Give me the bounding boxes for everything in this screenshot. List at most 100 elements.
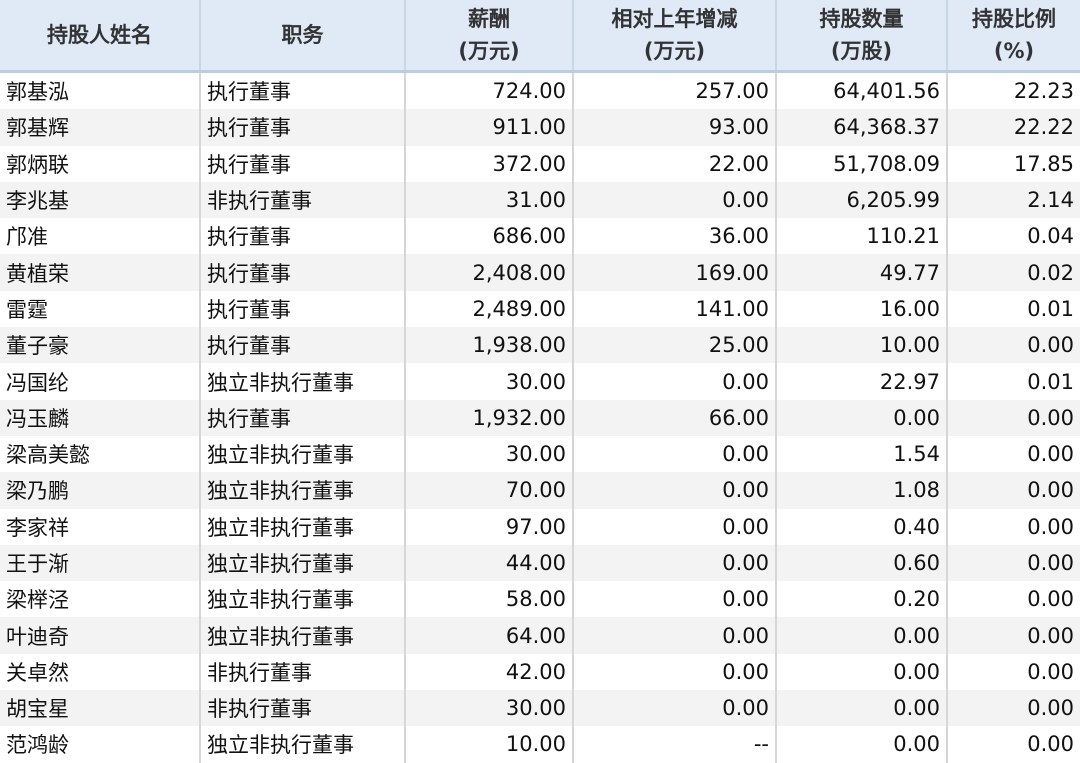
- cell-salary: 30.00: [405, 363, 574, 400]
- cell-salary: 42.00: [405, 653, 574, 691]
- cell-name: 黄植荣: [0, 254, 201, 291]
- cell-position: 执行董事: [200, 327, 406, 364]
- cell-share-ratio: 0.00: [947, 327, 1080, 364]
- cell-share-ratio: 0.00: [947, 435, 1080, 473]
- cell-share-ratio: 0.04: [947, 218, 1080, 255]
- cell-shares: 110.21: [776, 218, 948, 255]
- table-row: 冯玉麟 执行董事 1,932.00 66.00 0.00 0.00: [0, 399, 1080, 436]
- table-row: 王于渐 独立非执行董事 44.00 0.00 0.60 0.00: [0, 544, 1080, 582]
- table-row: 梁榉泾 独立非执行董事 58.00 0.00 0.20 0.00: [0, 581, 1080, 618]
- cell-salary-change: --: [573, 726, 777, 763]
- cell-position: 非执行董事: [200, 690, 406, 727]
- cell-shares: 0.00: [776, 653, 948, 691]
- cell-shares: 22.97: [776, 363, 948, 400]
- cell-salary-change: 0.00: [573, 581, 777, 618]
- header-label: 薪酬: [468, 7, 510, 31]
- cell-name: 李兆基: [0, 181, 201, 219]
- cell-salary: 30.00: [405, 690, 574, 727]
- table-body: 郭基泓 执行董事 724.00 257.00 64,401.56 22.23 郭基辉 执行董事…: [0, 71, 1080, 763]
- table-row: 邝准 执行董事 686.00 36.00 110.21 0.04: [0, 218, 1080, 255]
- header-label: 持股人姓名: [47, 23, 152, 47]
- cell-share-ratio: 22.23: [947, 71, 1080, 110]
- cell-position: 执行董事: [200, 399, 406, 436]
- cell-share-ratio: 22.22: [947, 109, 1080, 146]
- cell-salary-change: 0.00: [573, 181, 777, 219]
- cell-name: 梁榉泾: [0, 581, 201, 618]
- cell-salary-change: 0.00: [573, 472, 777, 509]
- table-row: 叶迪奇 独立非执行董事 64.00 0.00 0.00 0.00: [0, 617, 1080, 654]
- cell-position: 独立非执行董事: [200, 508, 406, 545]
- cell-position: 执行董事: [200, 218, 406, 255]
- cell-share-ratio: 0.01: [947, 290, 1080, 328]
- header-share-ratio: 持股比例 (%): [947, 0, 1080, 73]
- header-position: 职务: [200, 0, 406, 73]
- cell-salary: 2,408.00: [405, 254, 574, 291]
- cell-salary: 911.00: [405, 109, 574, 146]
- cell-share-ratio: 0.01: [947, 363, 1080, 400]
- table-row: 梁乃鹏 独立非执行董事 70.00 0.00 1.08 0.00: [0, 472, 1080, 509]
- cell-shares: 10.00: [776, 327, 948, 364]
- cell-salary: 1,938.00: [405, 327, 574, 364]
- cell-name: 邝准: [0, 218, 201, 255]
- header-name: 持股人姓名: [0, 0, 201, 73]
- cell-position: 非执行董事: [200, 653, 406, 691]
- cell-shares: 0.20: [776, 581, 948, 618]
- cell-salary: 31.00: [405, 181, 574, 219]
- cell-shares: 1.08: [776, 472, 948, 509]
- cell-salary-change: 169.00: [573, 254, 777, 291]
- cell-shares: 16.00: [776, 290, 948, 328]
- cell-name: 李家祥: [0, 508, 201, 545]
- header-shares: 持股数量 (万股): [776, 0, 948, 73]
- cell-shares: 64,401.56: [776, 71, 948, 110]
- cell-position: 执行董事: [200, 290, 406, 328]
- cell-position: 执行董事: [200, 254, 406, 291]
- cell-share-ratio: 0.00: [947, 581, 1080, 618]
- cell-salary-change: 0.00: [573, 617, 777, 654]
- cell-share-ratio: 2.14: [947, 181, 1080, 219]
- cell-name: 郭炳联: [0, 145, 201, 182]
- cell-name: 郭基辉: [0, 109, 201, 146]
- cell-salary: 97.00: [405, 508, 574, 545]
- table-row: 关卓然 非执行董事 42.00 0.00 0.00 0.00: [0, 653, 1080, 691]
- table-row: 董子豪 执行董事 1,938.00 25.00 10.00 0.00: [0, 327, 1080, 364]
- cell-salary: 70.00: [405, 472, 574, 509]
- cell-share-ratio: 0.00: [947, 544, 1080, 582]
- cell-position: 独立非执行董事: [200, 617, 406, 654]
- cell-position: 执行董事: [200, 109, 406, 146]
- cell-salary-change: 0.00: [573, 508, 777, 545]
- cell-salary-change: 0.00: [573, 363, 777, 400]
- cell-position: 独立非执行董事: [200, 544, 406, 582]
- header-unit: (万股): [830, 39, 893, 63]
- table-row: 胡宝星 非执行董事 30.00 0.00 0.00 0.00: [0, 690, 1080, 727]
- cell-position: 独立非执行董事: [200, 363, 406, 400]
- cell-salary-change: 25.00: [573, 327, 777, 364]
- cell-salary: 2,489.00: [405, 290, 574, 328]
- cell-share-ratio: 0.00: [947, 653, 1080, 691]
- table-row: 郭基辉 执行董事 911.00 93.00 64,368.37 22.22: [0, 109, 1080, 146]
- header-unit: (万元): [643, 39, 706, 63]
- cell-salary-change: 36.00: [573, 218, 777, 255]
- cell-position: 执行董事: [200, 71, 406, 110]
- header-label: 职务: [281, 23, 324, 47]
- cell-salary-change: 66.00: [573, 399, 777, 436]
- cell-name: 胡宝星: [0, 690, 201, 727]
- cell-name: 王于渐: [0, 544, 201, 582]
- header-row: 持股人姓名 职务 薪酬 (万元) 相对上年增减 (万元) 持股数量 (万股) 持股比例 (%): [0, 0, 1080, 73]
- cell-position: 独立非执行董事: [200, 581, 406, 618]
- cell-name: 梁乃鹏: [0, 472, 201, 509]
- cell-name: 冯国纶: [0, 363, 201, 400]
- cell-salary: 58.00: [405, 581, 574, 618]
- header-salary: 薪酬 (万元): [405, 0, 574, 73]
- cell-name: 梁高美懿: [0, 435, 201, 473]
- cell-share-ratio: 17.85: [947, 145, 1080, 182]
- cell-salary-change: 93.00: [573, 109, 777, 146]
- header-label: 持股比例: [972, 7, 1056, 31]
- header-label: 持股数量: [819, 7, 904, 31]
- cell-shares: 0.00: [776, 726, 948, 763]
- cell-share-ratio: 0.00: [947, 472, 1080, 509]
- cell-shares: 49.77: [776, 254, 948, 291]
- cell-salary-change: 0.00: [573, 653, 777, 691]
- cell-salary-change: 141.00: [573, 290, 777, 328]
- cell-shares: 0.40: [776, 508, 948, 545]
